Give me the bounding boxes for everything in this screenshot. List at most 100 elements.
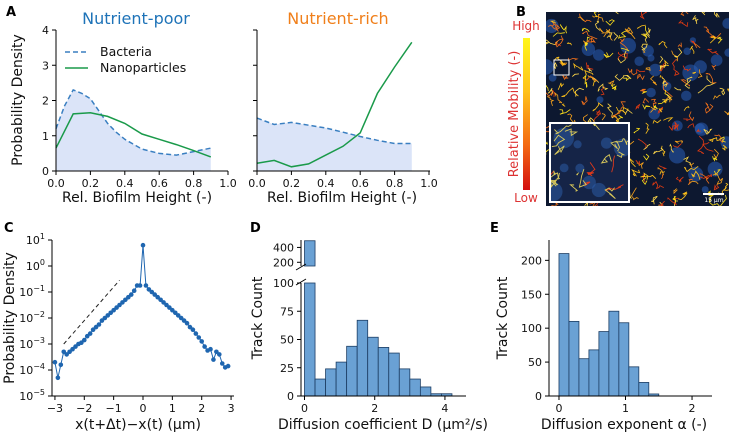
bacterium-blob: [693, 60, 707, 74]
colorbar-title: Relative Mobility (-): [507, 51, 522, 178]
track: [581, 27, 590, 32]
track: [645, 67, 651, 71]
track: [664, 89, 672, 99]
inset-track: [551, 172, 559, 186]
track: [658, 41, 668, 49]
track: [652, 119, 662, 124]
track: [711, 64, 717, 71]
x-tick-label: 0.4: [116, 177, 134, 190]
track: [641, 43, 648, 51]
track: [678, 191, 688, 201]
x-tick-label: 0.0: [47, 177, 65, 190]
track: [696, 128, 701, 132]
track: [659, 74, 664, 79]
track: [673, 188, 678, 195]
data-point: [158, 297, 163, 303]
track: [692, 15, 699, 25]
bacterium-blob: [546, 59, 554, 75]
data-point: [149, 289, 155, 295]
track: [572, 73, 580, 77]
track: [619, 38, 629, 50]
x-tick-label: 0.6: [351, 177, 369, 190]
bacterium-blob: [646, 87, 656, 98]
track: [688, 111, 695, 122]
data-point: [67, 349, 72, 355]
track: [546, 85, 549, 91]
bacterium-blob: [722, 18, 729, 29]
inset-track: [551, 134, 566, 148]
data-point: [199, 339, 205, 344]
x-tick-label: 0.8: [386, 177, 404, 190]
bacterium-blob: [548, 73, 557, 82]
histogram-bar: [398, 368, 411, 397]
track: [724, 110, 729, 116]
bacteria-area: [257, 118, 412, 171]
histogram-bar: [638, 382, 650, 397]
bacterium-blob: [689, 37, 697, 44]
x-tick-label: 2: [371, 402, 378, 415]
colorbar-high-label: High: [512, 19, 540, 33]
y-tick-label: 10−5: [19, 388, 45, 403]
x-tick-label: −1: [106, 402, 122, 415]
bacteria-line: [256, 117, 412, 145]
data-point: [175, 313, 181, 318]
track: [665, 96, 673, 104]
track: [683, 165, 699, 173]
x-tick-label: 0.4: [317, 177, 335, 190]
track: [653, 147, 664, 155]
colorbar-low-label: Low: [514, 191, 538, 205]
y-tick-exponent: −4: [33, 362, 45, 371]
track: [689, 45, 695, 54]
track: [690, 170, 701, 180]
track: [546, 91, 553, 97]
data-point: [181, 318, 187, 323]
data-point: [79, 340, 84, 346]
inset-tracks: [551, 124, 628, 201]
y-tick-label: 200: [521, 254, 542, 267]
data-point: [117, 302, 122, 308]
track: [559, 109, 571, 115]
track: [642, 97, 650, 104]
y-tick-label: 50: [280, 334, 294, 347]
track: [613, 31, 619, 41]
track: [641, 25, 648, 38]
track: [639, 12, 647, 20]
y-tick-label: 0: [535, 390, 542, 403]
track: [592, 109, 602, 122]
track: [561, 103, 566, 107]
track: [649, 75, 658, 86]
track: [635, 160, 641, 166]
data-point: [99, 318, 105, 323]
histogram-bar: [409, 378, 421, 397]
data-point: [128, 292, 134, 297]
data-point: [225, 363, 231, 369]
y-tick-label: 10−3: [19, 336, 45, 351]
x-tick-label: 1: [169, 402, 176, 415]
track: [584, 36, 590, 51]
track: [546, 141, 548, 152]
axis-break-lower: [295, 278, 307, 286]
track: [578, 16, 585, 22]
bacterium-blob: [724, 48, 729, 57]
track: [557, 82, 565, 90]
track: [669, 143, 674, 153]
histogram-bar: [578, 358, 590, 397]
x-tick-label: −2: [76, 402, 92, 415]
track: [636, 73, 645, 81]
track: [637, 138, 647, 149]
track: [671, 50, 678, 62]
x-tick-label: 0.0: [248, 177, 266, 190]
data-point: [111, 307, 116, 313]
x-tick-label: 0: [301, 402, 308, 415]
track: [574, 87, 585, 98]
histogram-bar: [608, 310, 620, 397]
track: [703, 26, 709, 34]
track: [687, 180, 699, 186]
track: [592, 102, 604, 112]
track: [674, 140, 683, 144]
y-tick-exponent: −5: [33, 388, 45, 397]
x-tick-label: 0.2: [82, 177, 100, 190]
data-point: [84, 333, 90, 339]
data-point: [214, 349, 219, 355]
scale-bar-label: 15 µm: [704, 197, 723, 204]
